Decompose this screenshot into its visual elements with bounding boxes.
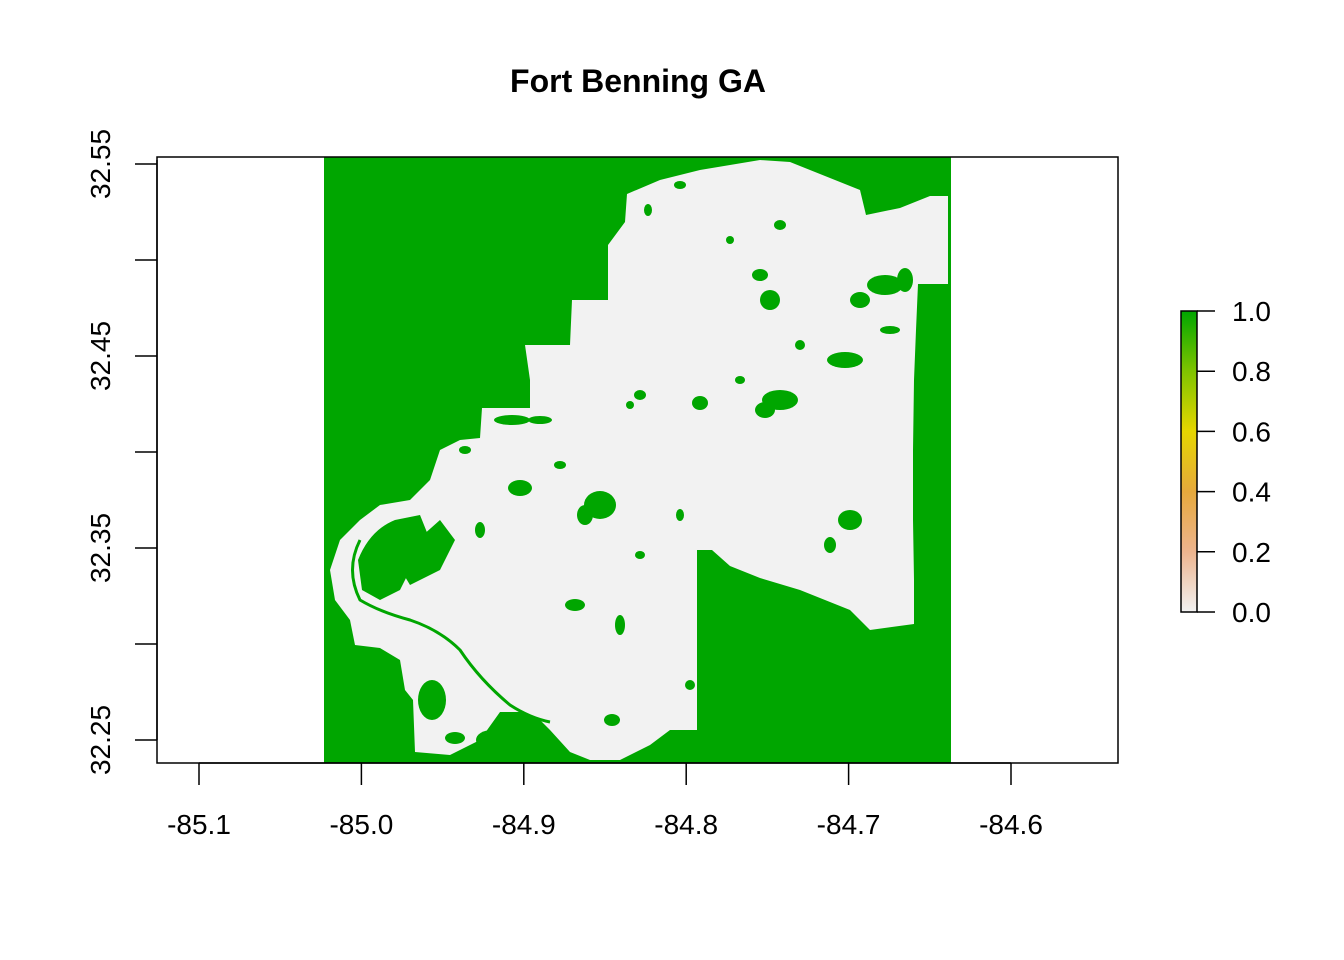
y-tick-label: 32.45: [85, 321, 116, 391]
legend: 1.0 0.8 0.6 0.4 0.2 0.0: [1180, 296, 1271, 628]
y-axis: 32.25 32.35 32.45 32.55: [85, 129, 158, 775]
legend-tick-label: 0.2: [1232, 537, 1271, 568]
legend-tick-label: 0.0: [1232, 597, 1271, 628]
x-axis: -85.1 -85.0 -84.9 -84.8 -84.7 -84.6: [167, 762, 1043, 840]
x-tick-label: -84.8: [654, 809, 718, 840]
legend-tick-label: 0.4: [1232, 477, 1271, 508]
legend-tick-label: 1.0: [1232, 296, 1271, 327]
river-channel: [351, 539, 551, 724]
installation-area: [330, 160, 948, 760]
legend-tick-label: 0.6: [1232, 416, 1271, 447]
x-tick-label: -84.7: [817, 809, 881, 840]
legend-colorbar: [1180, 310, 1198, 613]
x-tick-label: -84.6: [979, 809, 1043, 840]
x-tick-label: -84.9: [492, 809, 556, 840]
x-tick-label: -85.0: [329, 809, 393, 840]
raster-layer: [324, 157, 951, 763]
y-tick-label: 32.55: [85, 129, 116, 199]
forest-patches: [358, 181, 913, 750]
legend-tick-label: 0.8: [1232, 356, 1271, 387]
y-tick-label: 32.25: [85, 705, 116, 775]
y-tick-label: 32.35: [85, 513, 116, 583]
map-title: Fort Benning GA: [510, 63, 766, 99]
x-tick-label: -85.1: [167, 809, 231, 840]
